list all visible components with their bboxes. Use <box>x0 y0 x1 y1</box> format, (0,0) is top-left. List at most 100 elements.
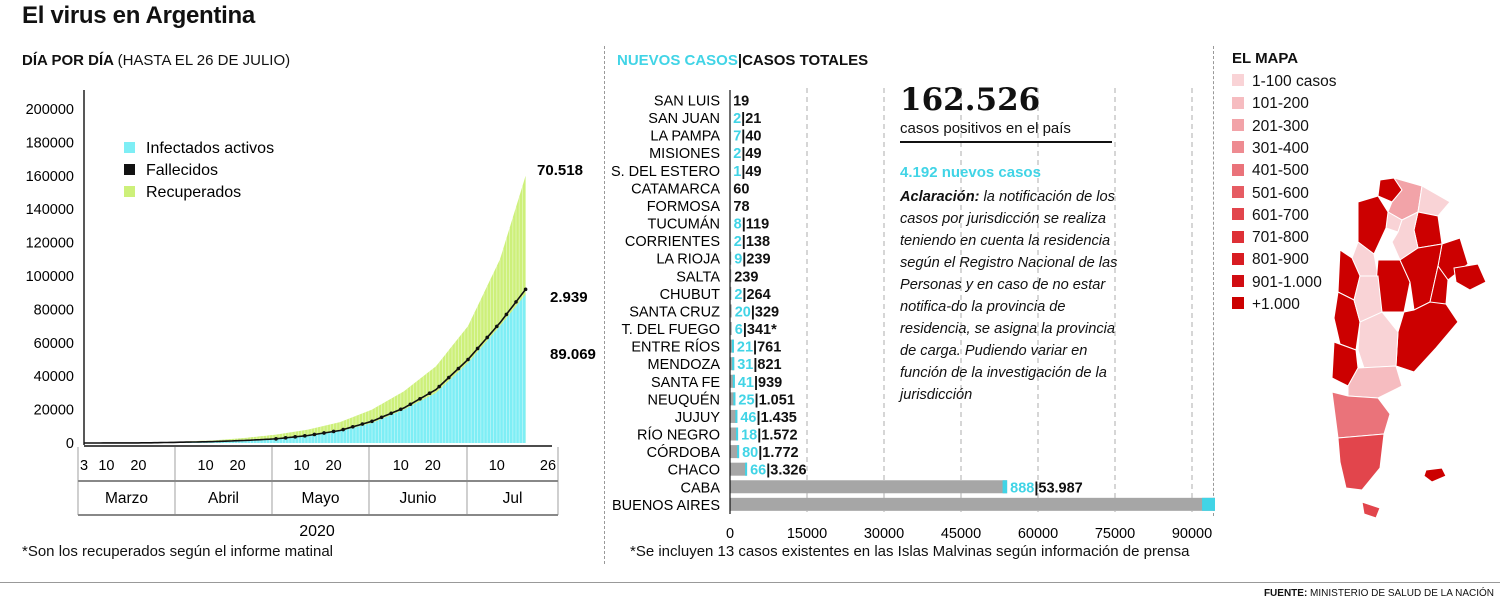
middle-footnote: *Se incluyen 13 casos existentes en las … <box>630 543 1190 560</box>
legend-label: Infectados activos <box>146 140 274 157</box>
x-tick-label: 10 <box>98 458 114 474</box>
new-cases-value: 2 <box>733 146 741 162</box>
province-value-label: 7|40 <box>733 129 761 145</box>
province-label: CHACO <box>668 463 720 479</box>
province-santa-cruz <box>1337 433 1385 491</box>
y-tick-label: 40000 <box>34 369 74 385</box>
province-label: RÍO NEGRO <box>637 427 720 444</box>
bar-gridlines <box>806 88 1193 512</box>
map-legend-swatch <box>1232 74 1244 87</box>
x-tick-label: 10 <box>294 458 310 474</box>
total-cases-bar <box>730 374 735 388</box>
province-chart-heading: NUEVOS CASOS|CASOS TOTALES <box>617 52 868 69</box>
deaths-point <box>370 419 374 424</box>
province-tierra-fuego <box>1361 501 1381 519</box>
province-label: CATAMARCA <box>631 181 720 197</box>
deaths-point <box>437 384 442 389</box>
province-value-label: 41|939 <box>738 375 782 391</box>
map-legend-label: 101-200 <box>1252 95 1309 113</box>
deaths-point <box>408 402 413 407</box>
recovered-end-label: 70.518 <box>537 162 583 179</box>
map-legend-swatch <box>1232 230 1244 243</box>
deaths-point <box>466 357 470 362</box>
province-label: SAN JUAN <box>648 111 720 127</box>
value-separator: | <box>755 392 759 408</box>
daily-area-chart: 0 20000 40000 60000 80000 100000 120000 140000 1… <box>26 90 596 540</box>
new-cases-value: 31 <box>737 357 753 373</box>
total-cases-bar <box>730 497 1215 511</box>
province-label: SAN LUIS <box>654 94 720 110</box>
deaths-point <box>312 432 317 437</box>
total-cases-value: 78 <box>733 199 749 215</box>
divider-right <box>1213 46 1214 516</box>
new-cases-bar <box>1002 480 1008 494</box>
map-legend-swatch <box>1232 208 1244 221</box>
new-cases-value: 20 <box>735 304 751 320</box>
province-value-label: 1|49 <box>733 164 761 180</box>
value-separator: | <box>754 375 758 391</box>
total-cases-bar <box>730 357 735 371</box>
province-label: CABA <box>681 480 721 496</box>
province-value-label: 78 <box>733 199 749 215</box>
deaths-point <box>331 429 336 434</box>
daily-heading-light: (HASTA EL 26 DE JULIO) <box>117 52 291 69</box>
total-cases-value: 40 <box>745 129 761 145</box>
y-tick-label: 80000 <box>34 302 74 318</box>
x-tick-label: 10 <box>198 458 214 474</box>
total-cases-value: 119 <box>746 217 769 233</box>
deaths-point <box>322 431 326 435</box>
map-legend-item: 801-900 <box>1232 251 1309 273</box>
new-cases-bar <box>732 374 735 388</box>
new-cases-value: 41 <box>738 375 754 391</box>
y-axis: 0 20000 40000 60000 80000 100000 120000 140000 1… <box>26 90 85 452</box>
map-legend-swatch <box>1232 185 1244 198</box>
value-separator: | <box>766 463 770 479</box>
x-tick-label: 20 <box>326 458 342 474</box>
x-tick-label: 26 <box>540 458 556 474</box>
province-label: MENDOZA <box>648 357 721 373</box>
map-legend-swatch <box>1232 141 1244 154</box>
map-legend-label: 1-100 casos <box>1252 73 1337 90</box>
year-label: 2020 <box>299 523 335 540</box>
total-cases-value: 239 <box>734 269 758 285</box>
deaths-point <box>456 366 461 371</box>
province-value-label: 60 <box>733 181 749 197</box>
new-cases-value: 46 <box>740 410 756 426</box>
province-value-label: 21|761 <box>737 340 781 356</box>
total-cases-value: 138 <box>746 234 770 250</box>
value-separator: | <box>743 322 747 338</box>
value-separator: | <box>758 445 762 461</box>
province-label: S. DEL ESTERO <box>611 164 720 180</box>
legend-label: Fallecidos <box>146 162 218 179</box>
province-chubut <box>1331 391 1391 439</box>
deaths-point <box>274 437 278 441</box>
total-cases-bar <box>730 445 740 459</box>
y-tick-label: 180000 <box>26 135 74 151</box>
divider-left <box>604 46 605 564</box>
map-legend-label: 301-400 <box>1252 139 1309 157</box>
total-cases-bar <box>730 427 739 441</box>
heading-new-cases: NUEVOS CASOS <box>617 52 738 69</box>
y-tick-label: 100000 <box>26 269 74 285</box>
value-separator: | <box>741 129 745 145</box>
y-tick-label: 140000 <box>26 202 74 218</box>
total-cases-value: 53.987 <box>1038 480 1082 496</box>
map-legend-label: 401-500 <box>1252 162 1309 180</box>
new-cases-bar <box>736 427 739 441</box>
legend-swatch <box>124 142 135 153</box>
new-cases-bar <box>732 357 735 371</box>
deaths-point <box>389 411 394 416</box>
total-cases-bar <box>730 409 738 423</box>
province-value-label: 2|138 <box>734 234 770 250</box>
new-cases-bar <box>737 445 740 459</box>
active-area <box>84 294 526 443</box>
daily-chart-heading: DÍA POR DÍA (HASTA EL 26 DE JULIO) <box>22 52 290 69</box>
x-tick-label: 20 <box>230 458 246 474</box>
map-legend-label: +1.000 <box>1252 296 1300 313</box>
map-regions <box>1331 177 1487 519</box>
new-cases-value: 1 <box>733 164 741 180</box>
province-malvinas <box>1423 467 1447 483</box>
province-buenos-aires <box>1395 301 1459 373</box>
new-cases-value: 888 <box>1010 480 1034 496</box>
map-legend-item: 501-600 <box>1232 185 1309 207</box>
